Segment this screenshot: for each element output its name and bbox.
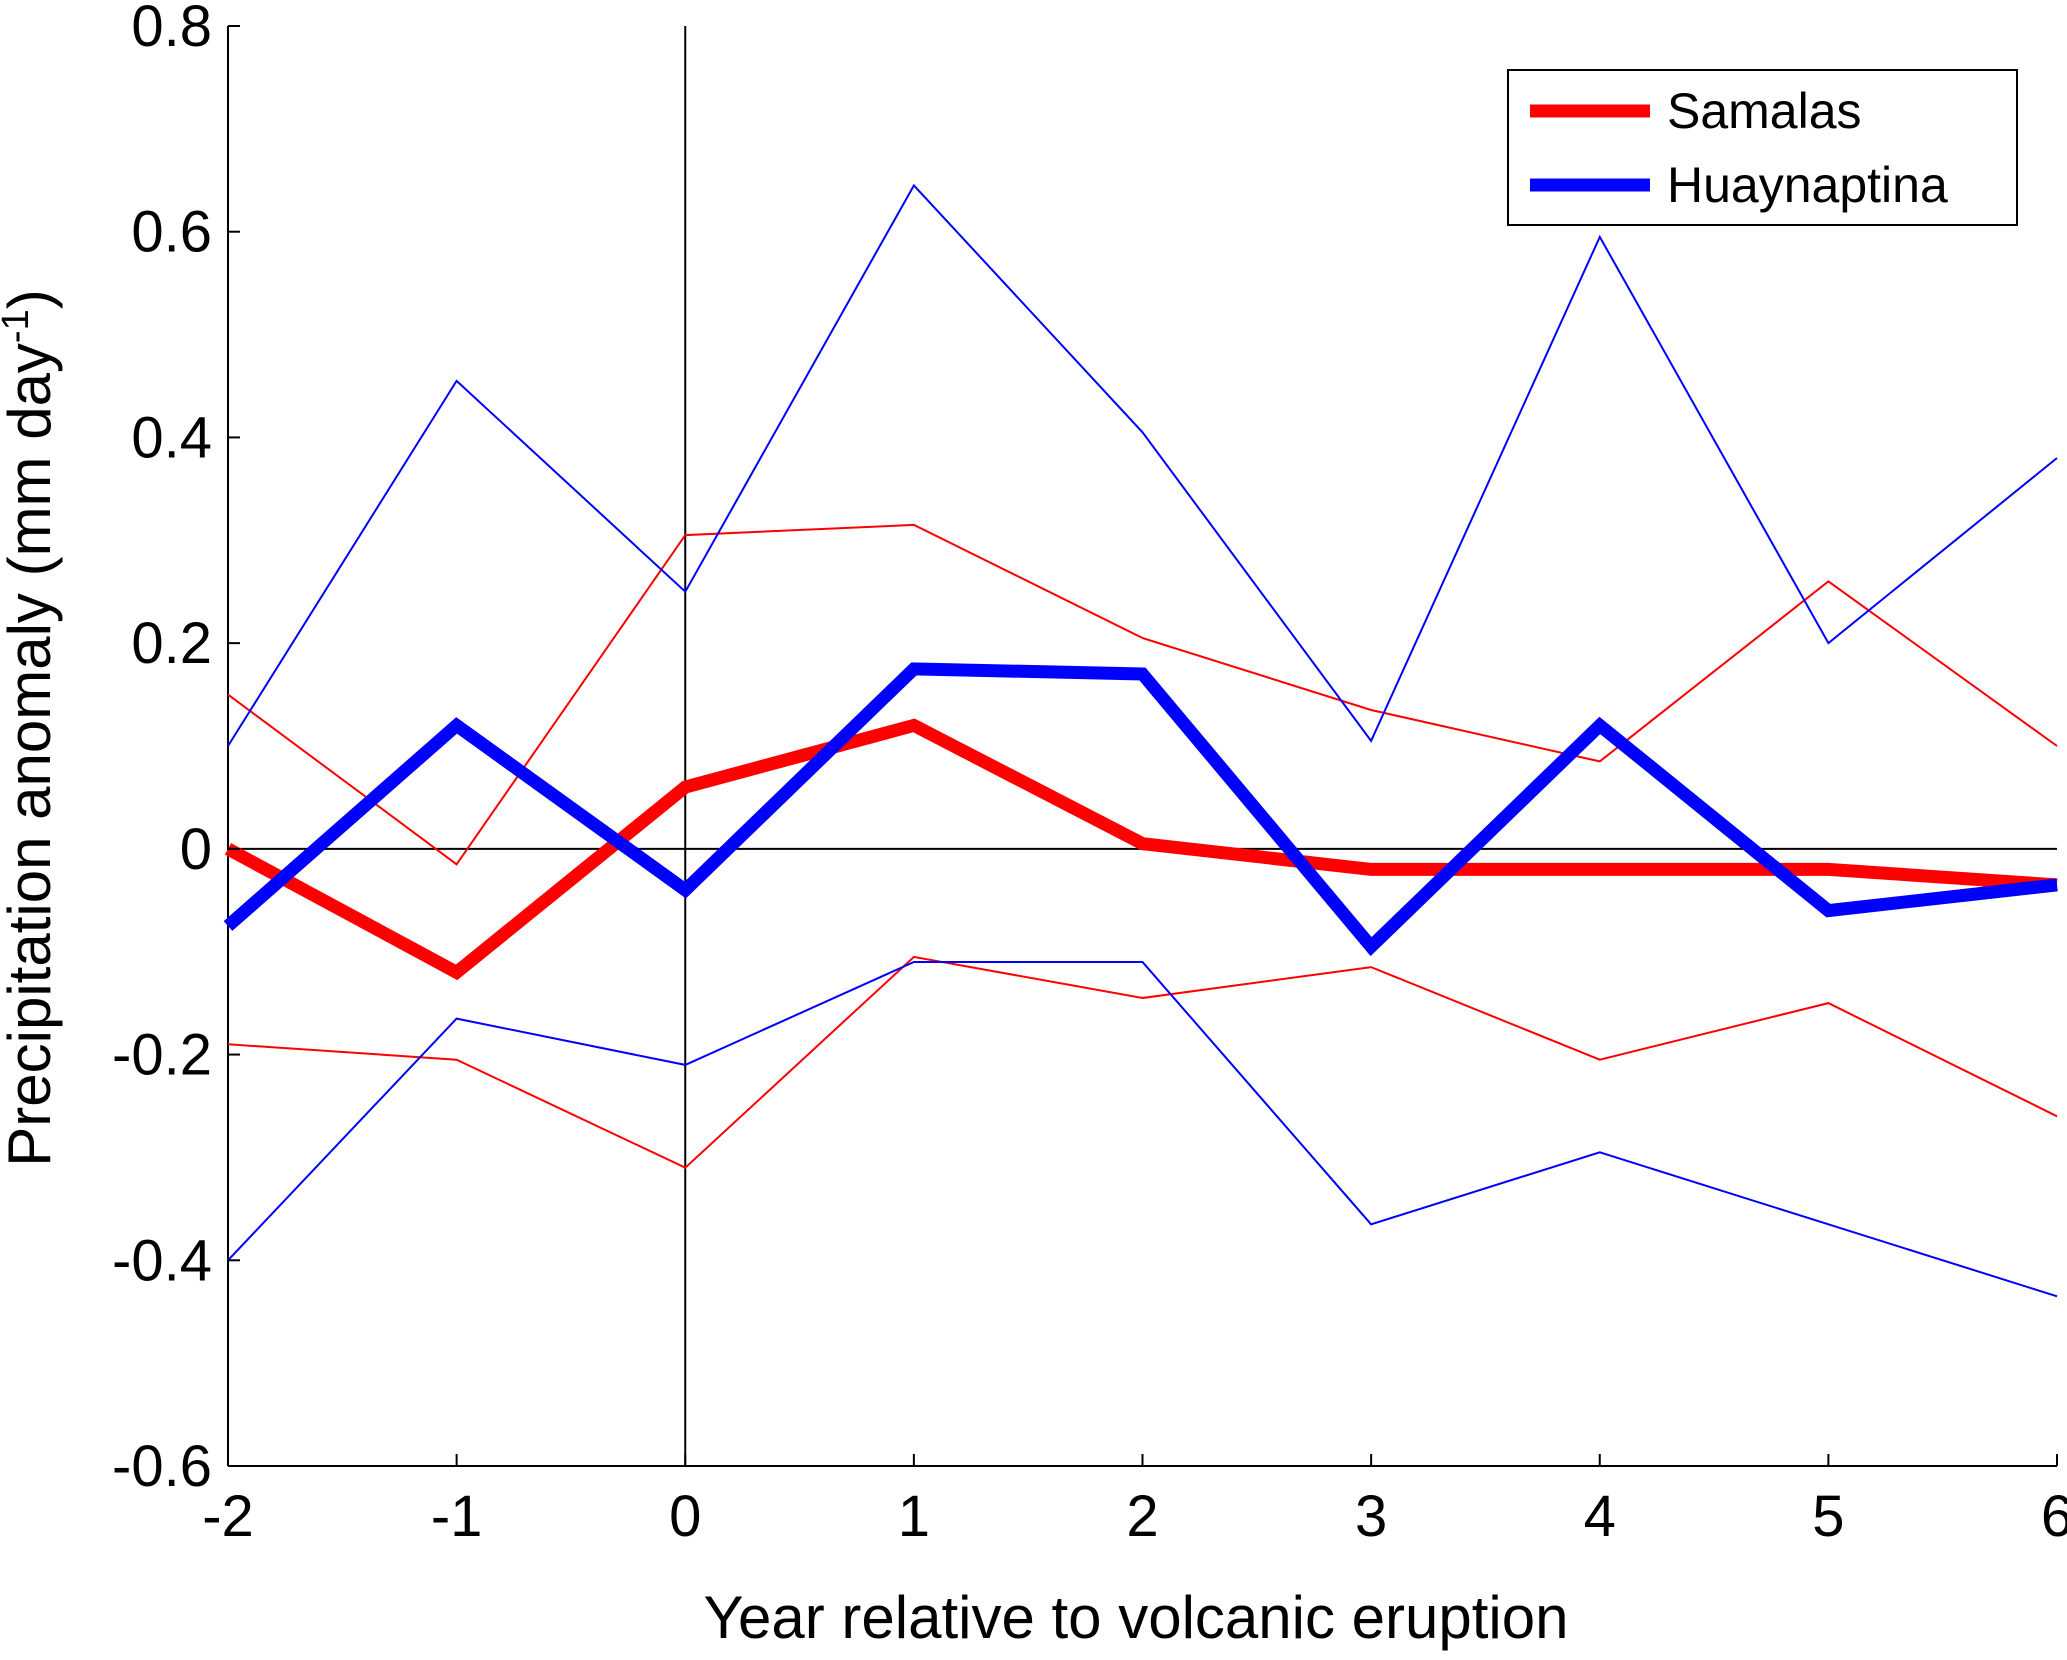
y-axis-title-main: Precipitation anomaly (mm day bbox=[0, 343, 63, 1167]
y-axis-title-close: ) bbox=[0, 289, 63, 309]
y-tick-label: -0.6 bbox=[112, 1434, 212, 1499]
x-tick-label: -1 bbox=[431, 1484, 483, 1549]
means-layer bbox=[223, 662, 2058, 981]
x-tick-label: 4 bbox=[1584, 1484, 1616, 1549]
series-line-samalas-lower bbox=[227, 955, 2058, 1169]
y-tick-label: 0 bbox=[180, 817, 212, 882]
series-line-samalas bbox=[224, 718, 2058, 981]
x-tick-label: 0 bbox=[669, 1484, 701, 1549]
legend-label-huaynaptina: Huaynaptina bbox=[1667, 157, 1948, 213]
x-tick-label: 5 bbox=[1812, 1484, 1844, 1549]
series-line-huaynaptina bbox=[223, 662, 2058, 957]
series-line-huaynaptina-lower bbox=[227, 961, 2058, 1298]
y-tick-label: 0.2 bbox=[131, 611, 212, 676]
x-tick-label: 2 bbox=[1126, 1484, 1158, 1549]
y-axis-title-superscript: -1 bbox=[0, 309, 37, 343]
y-tick-label: 0.8 bbox=[131, 0, 212, 59]
x-tick-label: 3 bbox=[1355, 1484, 1387, 1549]
y-tick-label: -0.4 bbox=[112, 1228, 212, 1293]
x-tick-label: 1 bbox=[898, 1484, 930, 1549]
legend-label-samalas: Samalas bbox=[1667, 83, 1862, 139]
series-line-huaynaptina-upper bbox=[227, 183, 2058, 747]
series-line-samalas-upper bbox=[227, 523, 2058, 866]
x-tick-label: -2 bbox=[202, 1484, 254, 1549]
y-axis-title: Precipitation anomaly (mm day-1) bbox=[0, 289, 63, 1166]
ticks-layer: -2 -1 0 1 2 3 4 5 6 -0.6 -0.4 -0.2 0 0.2 0.4 0.6 0.8 bbox=[112, 0, 2067, 1549]
y-tick-label: -0.2 bbox=[112, 1023, 212, 1088]
bounds-layer bbox=[227, 183, 2058, 1298]
y-tick-label: 0.4 bbox=[131, 405, 212, 470]
x-axis-title: Year relative to volcanic eruption bbox=[704, 1584, 1569, 1651]
axes-layer bbox=[227, 26, 2057, 1467]
legend: Samalas Huaynaptina bbox=[1507, 69, 2018, 226]
y-tick-label: 0.6 bbox=[131, 200, 212, 265]
legend-box bbox=[1507, 69, 2018, 226]
x-tick-label: 6 bbox=[2041, 1484, 2067, 1549]
